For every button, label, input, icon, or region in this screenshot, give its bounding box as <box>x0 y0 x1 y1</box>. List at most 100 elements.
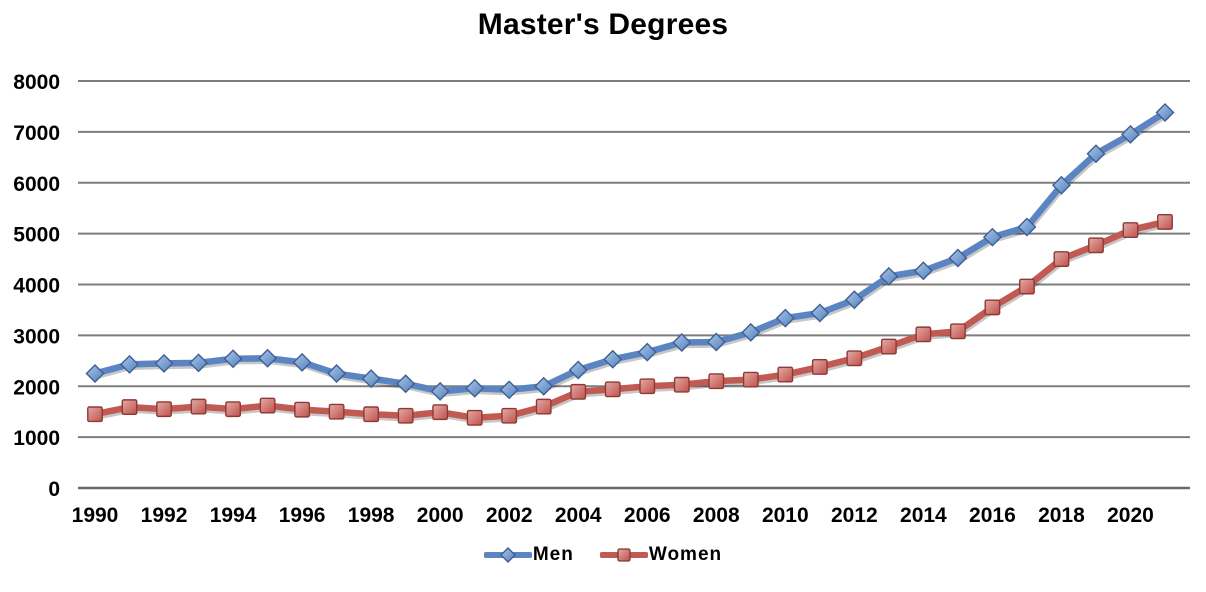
women-marker <box>1053 251 1070 267</box>
women-marker <box>1122 222 1139 238</box>
women-marker <box>190 398 207 415</box>
men-line <box>91 109 1169 395</box>
x-tick-label: 2002 <box>486 504 533 527</box>
men-marker <box>844 290 864 310</box>
women-marker <box>87 406 103 423</box>
men-marker <box>430 381 450 401</box>
women-marker <box>1157 213 1173 230</box>
women-marker <box>225 401 241 418</box>
legend-label-women: Women <box>648 544 723 565</box>
men-marker <box>154 353 174 373</box>
men-marker <box>775 308 795 328</box>
women-marker <box>846 350 863 367</box>
men-marker <box>327 364 347 384</box>
x-tick-label: 2016 <box>969 504 1016 527</box>
x-tick-label: 2008 <box>693 504 740 527</box>
men-marker <box>810 303 830 323</box>
women-marker <box>673 376 690 393</box>
men-marker <box>741 322 761 342</box>
men-marker <box>361 369 381 389</box>
men-marker <box>913 261 933 281</box>
men-marker <box>189 353 209 373</box>
men-marker <box>1120 124 1140 144</box>
x-tick-label: 2006 <box>624 504 671 527</box>
women-marker <box>501 407 518 424</box>
x-tick-label: 2000 <box>417 504 464 527</box>
men-marker <box>258 348 278 368</box>
men-marker <box>948 248 968 268</box>
men-marker <box>982 227 1002 247</box>
y-tick-label: 2000 <box>13 376 60 399</box>
women-marker <box>639 378 656 395</box>
men-series <box>85 103 1175 401</box>
y-tick-label: 3000 <box>13 325 60 348</box>
women-line <box>91 218 1169 422</box>
legend-marker <box>617 548 631 562</box>
men-marker <box>1017 217 1037 237</box>
x-tick-label: 1992 <box>141 504 188 527</box>
legend-item-women: Women <box>599 544 723 566</box>
women-marker <box>397 407 414 424</box>
women-series <box>87 213 1173 426</box>
women-marker <box>156 401 172 418</box>
legend-label-men: Men <box>532 544 574 565</box>
women-marker <box>742 371 759 388</box>
chart-title: Master's Degrees <box>477 8 729 41</box>
men-marker <box>85 364 105 384</box>
men-marker <box>637 342 657 362</box>
x-tick-label: 2004 <box>555 504 602 527</box>
women-marker <box>811 358 828 375</box>
men-marker <box>1155 103 1175 123</box>
men-marker <box>534 376 554 396</box>
y-tick-label: 1000 <box>13 427 60 450</box>
x-tick-label: 2010 <box>762 504 809 527</box>
x-tick-label: 2012 <box>831 504 878 527</box>
women-marker <box>604 381 621 398</box>
women-marker <box>880 338 897 355</box>
men-marker <box>223 349 243 369</box>
women-marker <box>432 404 449 421</box>
men-marker <box>396 374 416 394</box>
men-marker <box>879 266 899 286</box>
y-tick-label: 7000 <box>13 122 60 145</box>
legend-item-men: Men <box>483 544 574 566</box>
women-marker <box>535 398 552 415</box>
women-marker <box>294 401 311 418</box>
men-marker <box>120 354 140 374</box>
women-marker <box>708 373 725 390</box>
y-tick-label: 4000 <box>13 275 60 298</box>
women-marker <box>915 326 932 343</box>
women-series-marker-icon <box>599 548 648 562</box>
x-tick-label: 1994 <box>210 504 257 527</box>
y-tick-label: 8000 <box>13 71 60 94</box>
men-marker <box>1051 175 1071 195</box>
x-tick-label: 1996 <box>279 504 326 527</box>
women-marker <box>1019 278 1035 295</box>
women-marker <box>984 299 1001 316</box>
y-tick-label: 6000 <box>13 173 60 196</box>
women-marker <box>949 323 966 340</box>
x-tick-label: 2018 <box>1038 504 1085 527</box>
y-tick-label: 0 <box>48 478 60 501</box>
men-series-marker-icon <box>483 547 532 563</box>
x-tick-label: 2020 <box>1107 504 1154 527</box>
men-line-shadow <box>92 111 1170 398</box>
women-marker <box>328 403 345 420</box>
men-marker <box>465 378 485 398</box>
men-marker <box>568 360 588 380</box>
legend: Men Women <box>0 544 1206 566</box>
women-marker <box>1088 237 1104 254</box>
men-marker <box>499 380 519 400</box>
women-marker <box>121 399 138 416</box>
men-marker <box>292 352 312 372</box>
x-tick-label: 1998 <box>348 504 395 527</box>
men-marker <box>1086 144 1106 164</box>
women-marker <box>777 366 794 383</box>
men-marker <box>603 349 623 369</box>
x-tick-label: 1990 <box>72 504 119 527</box>
women-marker <box>259 397 276 414</box>
women-marker <box>466 409 483 426</box>
men-marker <box>706 332 726 352</box>
